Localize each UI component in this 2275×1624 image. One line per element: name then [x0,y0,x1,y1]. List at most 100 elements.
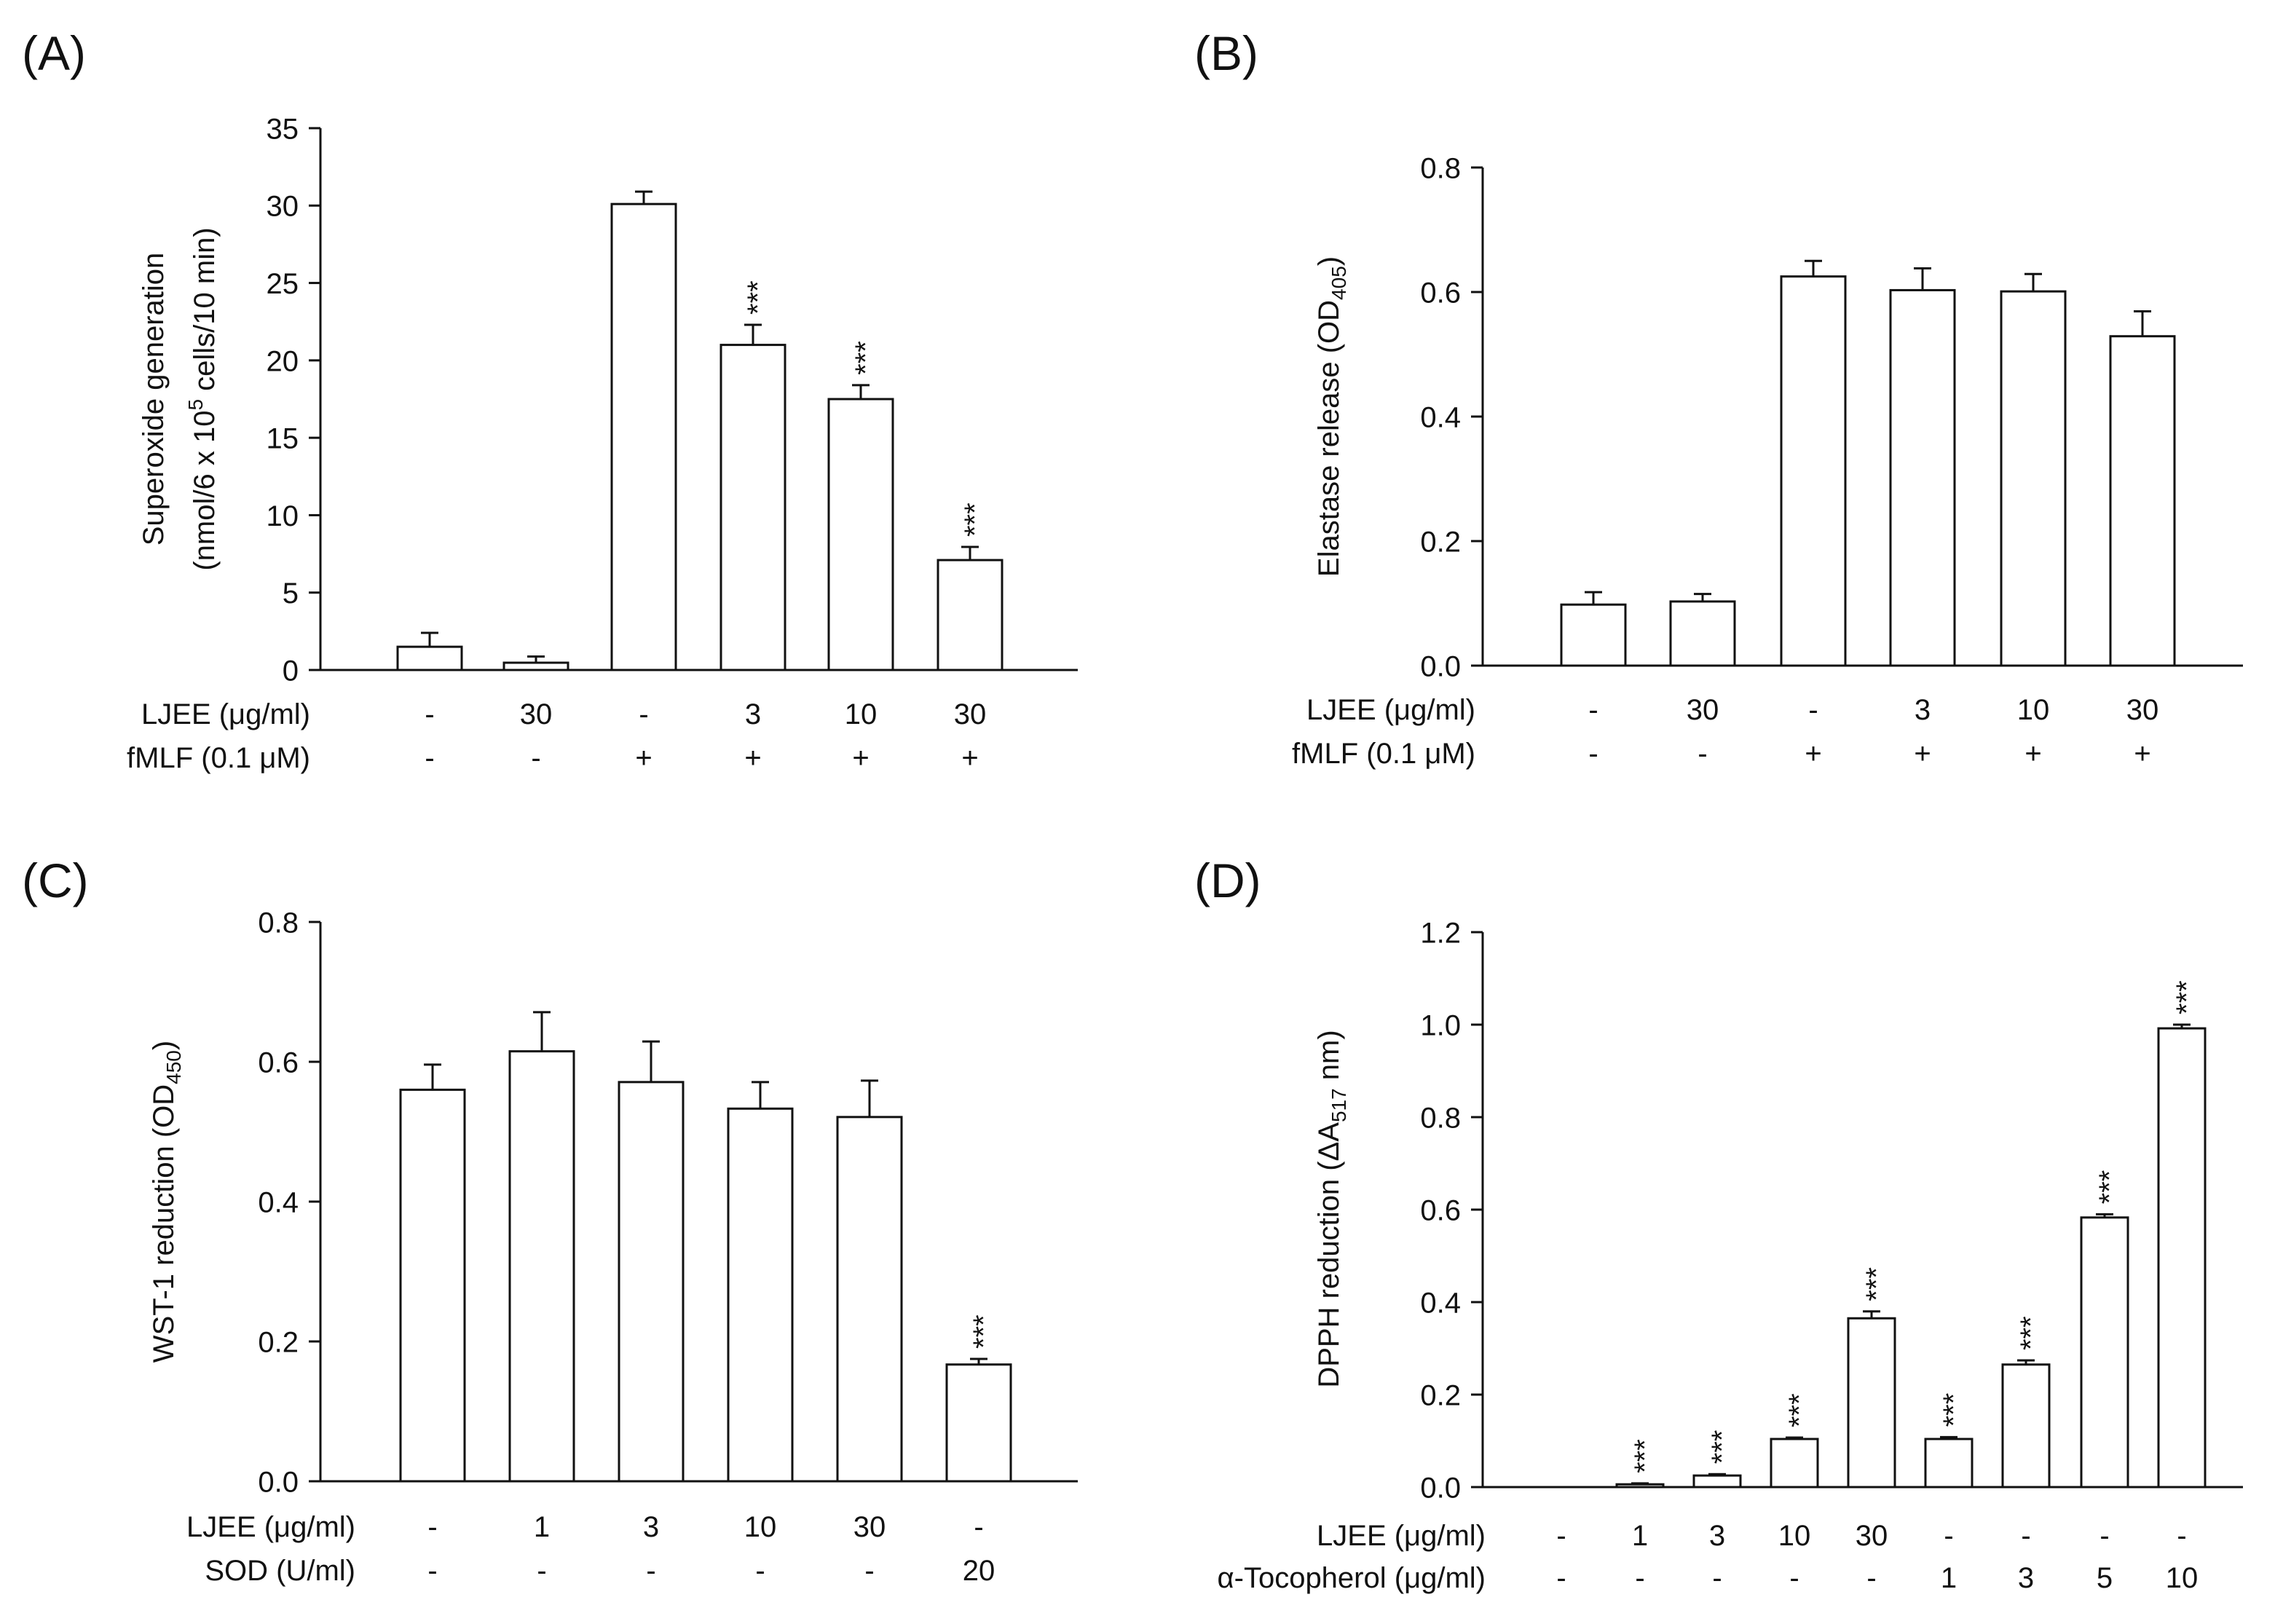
bar [2109,335,2176,667]
y-tick-label: 15 [267,423,299,455]
row-value: - [974,1511,983,1543]
y-tick-label: 0.0 [1420,650,1461,682]
panel-c: (C) 0.0 0.2 0.4 0.6 0.8 WST-1 reduction (OD450… [22,854,1078,1587]
bar [1924,1438,1974,1489]
bar [399,1088,466,1483]
y-tick-label: 20 [267,345,299,377]
row-value: - [755,1555,765,1587]
row-value: - [531,742,540,774]
row-value: 3 [643,1511,659,1543]
bar [945,1363,1012,1483]
row-value: - [537,1555,546,1587]
row-value: - [1588,738,1598,770]
bar [1692,1474,1742,1489]
row-label: LJEE (μg/ml) [186,1511,355,1543]
row-value: + [852,742,869,774]
row-value: - [1635,1562,1644,1594]
panel-label: (D) [1194,854,1261,907]
row-value: 10 [2017,694,2050,726]
bar [727,1107,794,1483]
row-value: 5 [2097,1562,2113,1594]
significance-marker: *** [742,280,774,315]
significance-marker: *** [1938,1393,1970,1427]
row-value: - [1556,1562,1566,1594]
row-value: 3 [2018,1562,2034,1594]
row-label: LJEE (μg/ml) [1306,694,1475,726]
row-value: 3 [745,698,761,730]
bar [1615,1483,1665,1489]
row-value: - [2099,1520,2109,1552]
y-tick-label: 5 [283,578,299,610]
row-value: 1 [1632,1520,1648,1552]
significance-marker: *** [1629,1439,1661,1473]
row-value: - [2177,1520,2186,1552]
row-label: LJEE (μg/ml) [141,698,310,730]
row-value: - [1808,694,1818,726]
row-label: LJEE (μg/ml) [1317,1520,1486,1552]
significance-marker: *** [1706,1430,1738,1465]
significance-marker: *** [1783,1393,1815,1427]
y-axis-label: WST-1 reduction (OD450) [148,1041,185,1363]
y-tick-label: 0.6 [1420,1194,1461,1226]
bar [827,398,894,671]
row-value: - [427,1555,437,1587]
row-value: - [639,698,648,730]
y-tick-label: 35 [267,113,299,145]
bar [396,645,463,671]
bar [1770,1438,1819,1489]
y-tick-label: 10 [267,500,299,532]
bar [719,344,786,671]
y-tick-label: 0.6 [258,1046,299,1079]
row-label: SOD (U/ml) [205,1555,355,1587]
row-value: - [1866,1562,1876,1594]
y-tick-label: 0.8 [1420,1102,1461,1134]
y-tick-label: 0.2 [258,1326,299,1358]
y-tick-label: 30 [267,191,299,223]
row-value: - [1556,1520,1566,1552]
row-value: 30 [954,698,987,730]
y-tick-label: 0 [283,655,299,687]
row-value: - [1712,1562,1722,1594]
row-value: + [1805,738,1821,770]
row-value: - [864,1555,874,1587]
row-value: + [744,742,761,774]
y-tick-label: 0.8 [258,907,299,939]
bar [2001,1363,2051,1489]
bar [610,202,677,671]
row-value: - [1698,738,1707,770]
bar [937,559,1004,671]
y-tick-label: 0.0 [258,1466,299,1498]
bar [508,1050,575,1483]
row-value: + [2024,738,2041,770]
row-value: - [1588,694,1598,726]
row-value: 30 [520,698,553,730]
significance-marker: *** [850,341,882,375]
y-tick-label: 0.4 [1420,401,1461,433]
row-value: - [425,742,434,774]
bar [1669,600,1736,667]
row-value: - [2021,1520,2030,1552]
significance-marker: *** [2015,1316,2047,1350]
panel-a: (A) 0 5 10 15 20 25 30 35 Superoxide generation (n… [22,26,1078,774]
y-tick-label: 25 [267,268,299,300]
row-value: 30 [1687,694,1719,726]
y-axis-label: Superoxide generation [138,253,170,546]
bar [618,1081,685,1483]
row-value: - [1789,1562,1799,1594]
bar [1560,603,1627,667]
bar [1847,1317,1896,1489]
y-tick-label: 0.0 [1420,1472,1461,1504]
row-value: - [427,1511,437,1543]
row-value: 3 [1915,694,1931,726]
y-tick-label: 1.2 [1420,917,1461,949]
row-value: 3 [1709,1520,1725,1552]
row-value: 10 [845,698,878,730]
row-value: 10 [744,1511,777,1543]
row-value: - [646,1555,655,1587]
row-value: - [425,698,434,730]
row-value: 20 [963,1555,995,1587]
bar [1780,275,1847,667]
row-value: 30 [853,1511,886,1543]
bar [2000,290,2067,667]
